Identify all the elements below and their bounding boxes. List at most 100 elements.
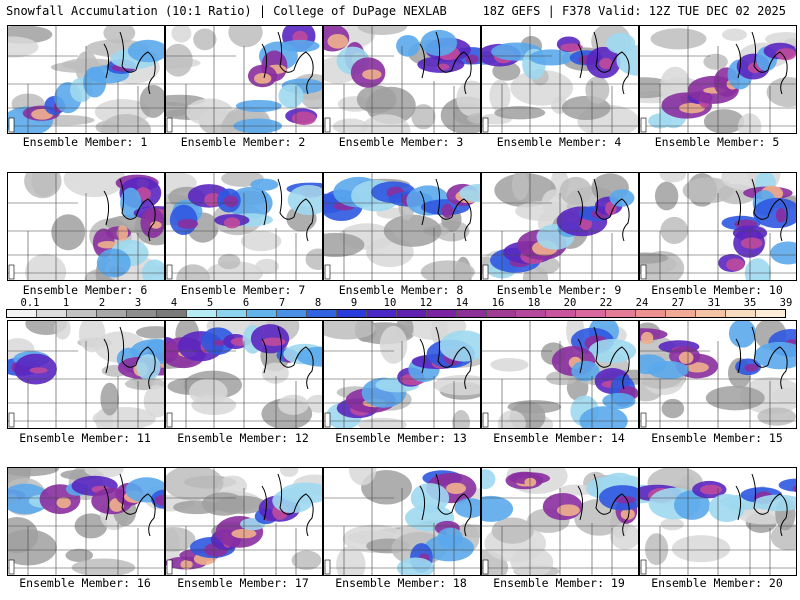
member-caption: Ensemble Member: 14 <box>493 431 625 445</box>
colorbar-tick-label: 14 <box>455 297 469 309</box>
member-map-8 <box>323 172 481 281</box>
snowfall-field-map <box>482 173 638 280</box>
colorbar-tick-label: 6 <box>242 297 250 309</box>
member-map-7 <box>165 172 323 281</box>
member-caption: Ensemble Member: 17 <box>177 576 309 590</box>
snowfall-field-map <box>324 173 480 280</box>
member-map-14 <box>481 320 639 429</box>
snowfall-field-map <box>324 468 480 575</box>
colorbar-tick-label: 2 <box>98 297 106 309</box>
member-map-3 <box>323 25 481 134</box>
member-map-17 <box>165 467 323 576</box>
member-caption: Ensemble Member: 7 <box>180 283 306 297</box>
member-map-12 <box>165 320 323 429</box>
member-map-18 <box>323 467 481 576</box>
member-map-6 <box>7 172 165 281</box>
header-valid-time: 18Z GEFS | F378 Valid: 12Z TUE DEC 02 20… <box>482 4 786 18</box>
colorbar-swatch <box>426 310 457 317</box>
snowfall-field-map <box>640 26 796 133</box>
snowfall-field-map <box>166 321 322 428</box>
member-caption: Ensemble Member: 9 <box>496 283 622 297</box>
member-caption: Ensemble Member: 4 <box>496 135 622 149</box>
member-map-9 <box>481 172 639 281</box>
colorbar-swatch <box>456 310 487 317</box>
colorbar-tick-label: 10 <box>383 297 397 309</box>
member-caption: Ensemble Member: 6 <box>22 283 148 297</box>
colorbar-swatch <box>396 310 427 317</box>
colorbar-swatch <box>516 310 547 317</box>
member-map-4 <box>481 25 639 134</box>
member-caption: Ensemble Member: 11 <box>19 431 151 445</box>
colorbar-tick-label: 18 <box>527 297 541 309</box>
colorbar-swatch <box>186 310 217 317</box>
snowfall-field-map <box>8 321 164 428</box>
colorbar-swatch <box>666 310 697 317</box>
colorbar-swatch <box>696 310 727 317</box>
snowfall-field-map <box>640 468 796 575</box>
member-caption: Ensemble Member: 5 <box>654 135 780 149</box>
snowfall-field-map <box>8 26 164 133</box>
snowfall-field-map <box>8 468 164 575</box>
snowfall-field-map <box>166 173 322 280</box>
colorbar-swatch <box>66 310 97 317</box>
member-map-10 <box>639 172 797 281</box>
colorbar-swatch <box>306 310 337 317</box>
snowfall-field-map <box>482 321 638 428</box>
colorbar-tick-label: 31 <box>707 297 721 309</box>
member-caption: Ensemble Member: 16 <box>19 576 151 590</box>
colorbar-tick-label: 39 <box>779 297 793 309</box>
member-caption: Ensemble Member: 10 <box>651 283 783 297</box>
snowfall-field-map <box>324 321 480 428</box>
colorbar-swatch <box>726 310 757 317</box>
snowfall-field-map <box>640 173 796 280</box>
colorbar-labels: 0.1 1 2 3 4 5 6 7 8 9 10 12 14 16 18 20 22 24 27 31 35 39 <box>6 297 793 309</box>
colorbar-swatch <box>576 310 607 317</box>
colorbar-tick-label: 8 <box>314 297 322 309</box>
colorbar-tick-label: 16 <box>491 297 505 309</box>
colorbar-swatch <box>606 310 637 317</box>
colorbar-swatch <box>246 310 277 317</box>
member-map-13 <box>323 320 481 429</box>
colorbar-swatch <box>366 310 397 317</box>
member-caption: Ensemble Member: 20 <box>651 576 783 590</box>
colorbar-swatch <box>36 310 67 317</box>
member-map-19 <box>481 467 639 576</box>
snowfall-field-map <box>324 26 480 133</box>
member-map-15 <box>639 320 797 429</box>
member-caption: Ensemble Member: 1 <box>22 135 148 149</box>
snowfall-field-map <box>482 468 638 575</box>
colorbar-swatch <box>7 310 37 317</box>
member-caption: Ensemble Member: 13 <box>335 431 467 445</box>
colorbar-swatches <box>6 309 786 318</box>
member-map-1 <box>7 25 165 134</box>
colorbar-tick-label: 7 <box>278 297 286 309</box>
colorbar-tick-label: 35 <box>743 297 757 309</box>
colorbar-tick-label: 20 <box>563 297 577 309</box>
member-map-11 <box>7 320 165 429</box>
colorbar-swatch <box>486 310 517 317</box>
member-caption: Ensemble Member: 18 <box>335 576 467 590</box>
snowfall-field-map <box>166 468 322 575</box>
colorbar-tick-label: 4 <box>170 297 178 309</box>
member-map-5 <box>639 25 797 134</box>
member-map-20 <box>639 467 797 576</box>
colorbar-tick-label: 12 <box>419 297 433 309</box>
colorbar-tick-label: 1 <box>62 297 70 309</box>
colorbar: 0.1 1 2 3 4 5 6 7 8 9 10 12 14 16 18 20 22 24 27 31 35 39 <box>6 297 793 318</box>
colorbar-swatch <box>126 310 157 317</box>
colorbar-tick-label: 27 <box>671 297 685 309</box>
snowfall-field-map <box>8 173 164 280</box>
colorbar-tick-label: 24 <box>635 297 649 309</box>
colorbar-swatch <box>216 310 247 317</box>
member-caption: Ensemble Member: 12 <box>177 431 309 445</box>
member-map-2 <box>165 25 323 134</box>
colorbar-tick-label: 22 <box>599 297 613 309</box>
snowfall-field-map <box>482 26 638 133</box>
colorbar-tick-label: 9 <box>350 297 358 309</box>
colorbar-swatch <box>96 310 127 317</box>
member-caption: Ensemble Member: 3 <box>338 135 464 149</box>
member-caption: Ensemble Member: 15 <box>651 431 783 445</box>
member-caption: Ensemble Member: 8 <box>338 283 464 297</box>
colorbar-swatch <box>276 310 307 317</box>
colorbar-tick-label: 3 <box>134 297 142 309</box>
